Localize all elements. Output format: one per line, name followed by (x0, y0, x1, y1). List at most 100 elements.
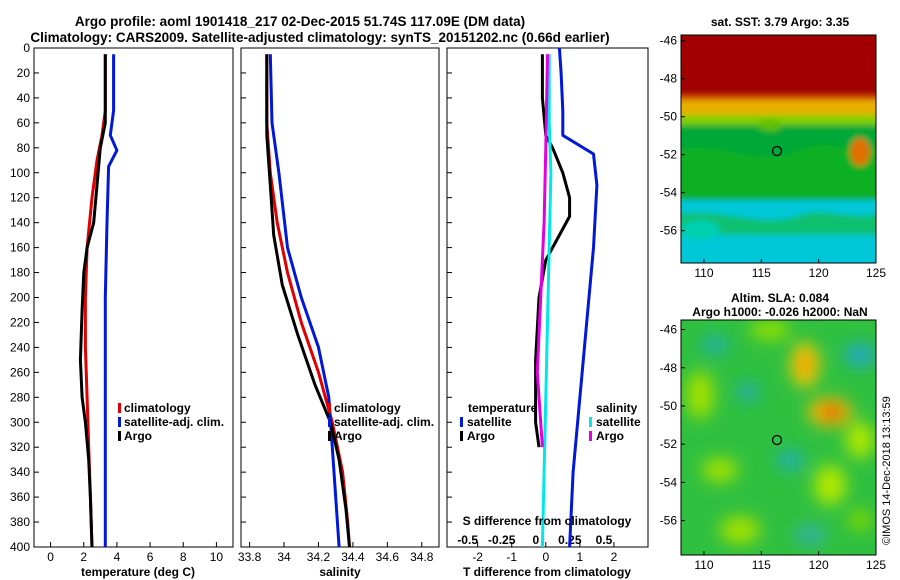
salinity-xtick-label: 34 (277, 550, 291, 564)
temperature-frame (33, 47, 234, 548)
salinity-series-argo (265, 54, 351, 548)
legend-label-argo: Argo (124, 429, 152, 443)
temperature-series-satellite-adj-clim- (103, 54, 119, 547)
legend-swatch-s-satellite (589, 417, 592, 427)
difference-xtick-label: 0 (542, 550, 549, 564)
legend-swatch-climatology (328, 403, 331, 413)
depth-tick-label: 160 (10, 241, 30, 255)
depth-tick-label: 300 (10, 415, 30, 429)
sla-map-title-line2: Argo h1000: -0.026 h2000: NaN (692, 305, 867, 319)
salinity-series-satellite-adj-clim- (268, 54, 341, 548)
depth-tick-label: 320 (10, 440, 30, 454)
sla-map-frame (680, 319, 877, 556)
temperature-legend: climatology satellite-adj. clim. Argo (118, 401, 224, 443)
depth-tick-label: 180 (10, 266, 30, 280)
map-y-tick-label: -46 (660, 323, 678, 337)
depth-tick-label: 240 (10, 340, 30, 354)
map-y-tick-label: -46 (660, 34, 678, 48)
difference-xtick-label: -1 (506, 550, 517, 564)
map-y-tick-label: -48 (660, 72, 678, 86)
legend-label-argo: Argo (334, 429, 362, 443)
difference-xlabel: T difference from climatology (463, 565, 631, 579)
depth-tick-label: 0 (23, 41, 30, 55)
figure-title-line2: Climatology: CARS2009. Satellite-adjuste… (30, 30, 609, 45)
legend-swatch-t-satellite (460, 417, 463, 427)
difference-xtick-label: -2 (472, 550, 483, 564)
legend-label-t-satellite: satellite (467, 415, 512, 429)
salinity-xtick-label: 33.8 (238, 550, 262, 564)
legend-label-climatology: climatology (124, 401, 191, 415)
map-y-tick-label: -48 (660, 361, 678, 375)
legend-heading-salinity: salinity (596, 401, 638, 415)
difference-top-xlabel: S difference from climatology (463, 514, 632, 528)
legend-label-s-argo: Argo (596, 429, 624, 443)
map-x-tick-label: 115 (752, 558, 771, 572)
salinity-xtick-label: 34.8 (410, 550, 434, 564)
temperature-xtick-label: 10 (210, 550, 224, 564)
legend-label-satellite: satellite-adj. clim. (334, 415, 434, 429)
temperature-series-argo (78, 54, 107, 548)
legend-swatch-satellite (328, 417, 331, 427)
depth-tick-label: 220 (10, 315, 30, 329)
legend-swatch-argo (118, 431, 121, 441)
salinity-series-climatology (265, 54, 351, 548)
depth-tick-label: 340 (10, 465, 30, 479)
legend-swatch-t-argo (460, 431, 463, 441)
map-x-tick-label: 125 (866, 558, 886, 572)
imos-watermark: ©IMOS 14-Dec-2018 13:13:59 (881, 396, 893, 545)
legend-label-climatology: climatology (334, 401, 401, 415)
salinity-xtick-label: 34.6 (376, 550, 400, 564)
depth-tick-label: 140 (10, 216, 30, 230)
depth-tick-label: 60 (17, 116, 31, 130)
salinity-xtick-label: 34.2 (307, 550, 331, 564)
difference-series-t-argo (534, 54, 572, 448)
depth-tick-label: 280 (10, 390, 30, 404)
depth-tick-label: 260 (10, 365, 30, 379)
depth-tick-label: 40 (17, 91, 31, 105)
salinity-xlabel: salinity (319, 565, 361, 579)
legend-swatch-satellite (118, 417, 121, 427)
depth-tick-label: 400 (10, 540, 30, 554)
map-y-tick-label: -50 (660, 110, 678, 124)
depth-tick-label: 20 (17, 66, 31, 80)
legend-label-satellite: satellite-adj. clim. (124, 415, 224, 429)
map-x-tick-label: 125 (866, 266, 886, 280)
legend-swatch-argo (328, 431, 331, 441)
profile-plots: 0 2 4 6 8 10020406080100120140160180200220240… (10, 41, 649, 564)
difference-top-xtick-label: 0.5 (596, 533, 613, 547)
difference-top-xtick-label: -0.5 (457, 533, 478, 547)
map-y-tick-label: -54 (660, 186, 678, 200)
depth-tick-label: 100 (10, 166, 30, 180)
depth-tick-label: 380 (10, 515, 30, 529)
map-x-tick-label: 120 (809, 558, 829, 572)
sst-map-title: sat. SST: 3.79 Argo: 3.35 (711, 15, 850, 29)
temperature-xtick-label: 2 (80, 550, 87, 564)
sst-argo-location-marker (771, 145, 783, 157)
difference-xtick-label: 2 (611, 550, 618, 564)
map-x-tick-label: 120 (809, 266, 829, 280)
difference-series-t-satellite (557, 47, 599, 548)
difference-series-s-satellite (540, 54, 553, 548)
legend-heading-temperature: temperature (468, 401, 538, 415)
figure-title-line1: Argo profile: aoml 1901418_217 02-Dec-20… (75, 14, 525, 29)
map-y-tick-label: -56 (660, 514, 678, 528)
depth-tick-label: 120 (10, 191, 30, 205)
map-x-tick-label: 110 (694, 558, 713, 572)
sla-map (681, 320, 876, 555)
difference-top-xtick-label: -0.25 (488, 533, 516, 547)
depth-tick-label: 200 (10, 291, 30, 305)
map-x-tick-label: 115 (752, 266, 771, 280)
map-y-tick-label: -52 (660, 148, 678, 162)
map-y-tick-label: -54 (660, 475, 678, 489)
map-tick-labels: 110 115 120 125 -46 -48 -50 -52 -54 -56 110 115 120 1… (660, 34, 887, 572)
map-y-tick-label: -56 (660, 224, 678, 238)
legend-label-s-satellite: satellite (596, 415, 641, 429)
map-x-tick-label: 110 (694, 266, 713, 280)
sst-map (681, 35, 876, 263)
temperature-xtick-label: 6 (147, 550, 154, 564)
salinity-legend: climatology satellite-adj. clim. Argo (328, 401, 434, 443)
difference-xtick-label: 1 (577, 550, 584, 564)
temperature-xtick-label: 8 (180, 550, 187, 564)
legend-swatch-climatology (118, 403, 121, 413)
